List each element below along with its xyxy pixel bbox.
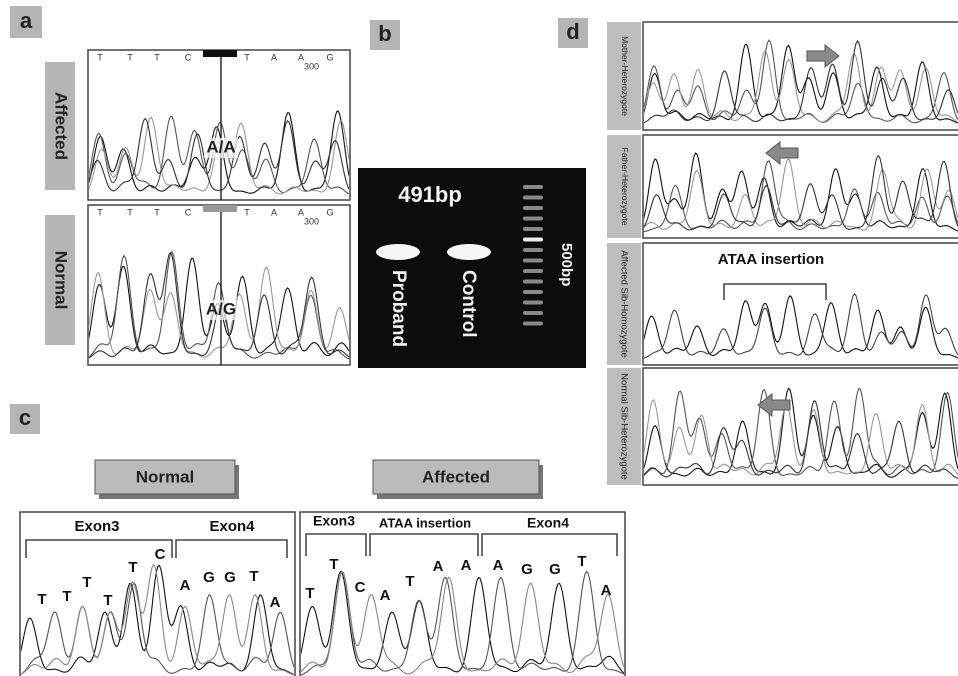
base-call: T bbox=[249, 568, 258, 585]
base-call: C bbox=[185, 207, 192, 217]
base-call: T bbox=[244, 52, 250, 62]
base-call: A bbox=[298, 52, 304, 62]
base-call: T bbox=[154, 207, 160, 217]
base-call: A bbox=[180, 577, 191, 594]
ladder-band bbox=[523, 248, 543, 252]
region: Exon3 bbox=[74, 518, 119, 535]
base-call: A bbox=[271, 207, 277, 217]
row-label: Affected Sib-Homozygote bbox=[618, 250, 629, 358]
base-call: A bbox=[380, 587, 391, 604]
region: Exon4 bbox=[209, 518, 255, 535]
region: Exon4 bbox=[527, 515, 569, 531]
base-call: A bbox=[433, 558, 444, 575]
position: 300 bbox=[304, 61, 319, 71]
ladder-band bbox=[523, 280, 543, 284]
base-call: T bbox=[244, 207, 250, 217]
panel-label: c bbox=[19, 405, 31, 430]
base-call: A bbox=[271, 52, 277, 62]
ladder-band bbox=[523, 227, 543, 231]
base-call: G bbox=[549, 561, 561, 578]
annotation: ATAA insertion bbox=[718, 251, 824, 268]
ladder-band bbox=[523, 185, 543, 189]
panel-label: b bbox=[378, 21, 391, 46]
base-call: A bbox=[270, 594, 281, 611]
title: Normal bbox=[136, 467, 195, 486]
title: Affected bbox=[422, 467, 490, 486]
base-call: T bbox=[154, 52, 160, 62]
base-call: T bbox=[127, 52, 133, 62]
base-call: C bbox=[355, 579, 366, 596]
base-call: G bbox=[326, 52, 333, 62]
base-call: T bbox=[127, 207, 133, 217]
base-call: T bbox=[405, 573, 414, 590]
site-marker bbox=[203, 205, 237, 212]
row-label: Father-Heterozygote bbox=[620, 148, 630, 226]
base-call: G bbox=[203, 569, 215, 586]
row-label: Affected bbox=[52, 92, 71, 160]
band-size: 491bp bbox=[398, 182, 462, 207]
base-call: T bbox=[577, 553, 586, 570]
genotype: A/G bbox=[206, 299, 236, 318]
chromatogram bbox=[20, 512, 295, 676]
panel-label: d bbox=[566, 19, 579, 44]
position: 300 bbox=[304, 216, 319, 226]
figure: a Affected Normal 300 300 A/A A/G b 491b… bbox=[0, 0, 958, 676]
chromatogram bbox=[88, 50, 350, 200]
band bbox=[376, 244, 420, 260]
chromatogram bbox=[643, 22, 958, 130]
base-call: T bbox=[305, 585, 314, 602]
base-call: T bbox=[37, 591, 46, 608]
row-label: Mother-Heterozygote bbox=[620, 36, 630, 116]
base-call: G bbox=[521, 561, 533, 578]
base-call: A bbox=[601, 582, 612, 599]
base-call: A bbox=[493, 557, 504, 574]
ladder-band bbox=[523, 290, 543, 294]
lane-label: Control bbox=[458, 270, 479, 338]
ladder-band bbox=[523, 301, 543, 305]
base-call: A bbox=[461, 557, 472, 574]
ladder-band bbox=[523, 269, 543, 273]
region: Exon3 bbox=[313, 513, 355, 529]
ladder-band bbox=[523, 259, 543, 263]
base-call: T bbox=[97, 207, 103, 217]
region: ATAA insertion bbox=[379, 515, 471, 530]
base-call: T bbox=[82, 574, 91, 591]
row-label: Normal bbox=[52, 251, 71, 310]
ladder-band bbox=[523, 217, 543, 221]
base-call: T bbox=[62, 588, 71, 605]
base-call: T bbox=[97, 52, 103, 62]
lane-label: Proband bbox=[388, 270, 409, 347]
ladder-band bbox=[523, 311, 543, 315]
base-call: T bbox=[329, 556, 338, 573]
base-call: T bbox=[103, 592, 112, 609]
ladder-band bbox=[523, 206, 543, 210]
base-call: G bbox=[224, 569, 236, 586]
ladder-band bbox=[523, 238, 543, 242]
site-marker bbox=[203, 50, 237, 57]
marker-label: 500bp bbox=[558, 243, 575, 286]
base-call: G bbox=[326, 207, 333, 217]
chromatogram bbox=[300, 512, 625, 676]
base-call: T bbox=[128, 559, 137, 576]
band bbox=[447, 244, 491, 260]
panel-label: a bbox=[20, 8, 33, 33]
ladder-band bbox=[523, 322, 543, 326]
ladder-band bbox=[523, 196, 543, 200]
base-call: C bbox=[185, 52, 192, 62]
row-label: Normal Sib-Heterozygote bbox=[618, 373, 629, 480]
base-call: A bbox=[298, 207, 304, 217]
genotype: A/A bbox=[206, 137, 235, 156]
base-call: C bbox=[155, 546, 166, 563]
